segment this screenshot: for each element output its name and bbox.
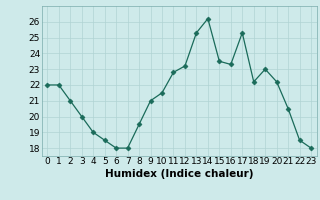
X-axis label: Humidex (Indice chaleur): Humidex (Indice chaleur) (105, 169, 253, 179)
